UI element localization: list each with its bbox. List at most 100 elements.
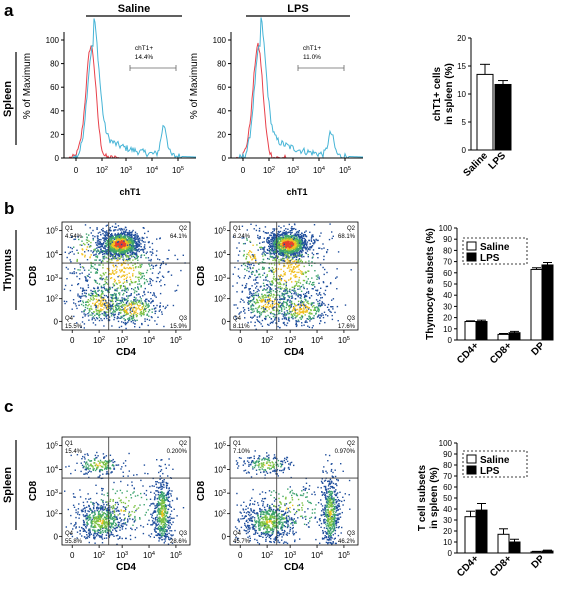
flow-dot bbox=[92, 291, 93, 292]
flow-dot bbox=[125, 251, 126, 252]
flow-dot bbox=[295, 285, 296, 286]
flow-dot bbox=[252, 304, 253, 305]
flow-dot bbox=[263, 250, 264, 251]
panel-letter-b: b bbox=[4, 199, 14, 218]
flow-dot bbox=[251, 274, 252, 275]
flow-dot bbox=[303, 274, 304, 275]
flow-dot bbox=[284, 260, 285, 261]
flow-dot bbox=[298, 314, 299, 315]
flow-dot bbox=[103, 253, 104, 254]
flow-dot bbox=[306, 243, 307, 244]
flow-dot bbox=[278, 275, 279, 276]
flow-dot bbox=[126, 302, 127, 303]
flow-dot bbox=[247, 264, 248, 265]
flow-dot bbox=[81, 463, 82, 464]
flow-dot bbox=[319, 278, 320, 279]
flow-dot bbox=[71, 285, 72, 286]
flow-dot bbox=[78, 305, 79, 306]
flow-dot bbox=[125, 254, 126, 255]
flow-dot bbox=[290, 254, 291, 255]
flow-dot bbox=[115, 280, 116, 281]
flow-dot bbox=[137, 247, 138, 248]
flow-dot bbox=[255, 258, 256, 259]
flow-dot bbox=[106, 230, 107, 231]
flow-dot bbox=[147, 270, 148, 271]
flow-dot bbox=[88, 320, 89, 321]
flow-dot bbox=[282, 244, 283, 245]
flow-dot bbox=[303, 301, 304, 302]
flow-dot bbox=[125, 319, 126, 320]
flow-dot bbox=[311, 304, 312, 305]
bar-y-tick-label: 20 bbox=[457, 34, 466, 43]
flow-dot bbox=[336, 288, 337, 289]
flow-dot bbox=[123, 305, 124, 306]
flow-dot bbox=[273, 301, 274, 302]
flow-dot bbox=[258, 290, 259, 291]
flow-dot bbox=[143, 252, 144, 253]
flow-dot bbox=[304, 295, 305, 296]
flow-dot bbox=[82, 266, 83, 267]
flow-dot bbox=[337, 306, 338, 307]
flow-dot bbox=[99, 283, 100, 284]
flow-dot bbox=[117, 257, 118, 258]
flow-dot bbox=[303, 307, 304, 308]
flow-dot bbox=[235, 304, 236, 305]
flow-dot bbox=[80, 301, 81, 302]
flow-dot bbox=[250, 224, 251, 225]
flow-dot bbox=[136, 233, 137, 234]
flow-dot bbox=[121, 316, 122, 317]
flow-dot bbox=[266, 276, 267, 277]
flow-dot bbox=[299, 317, 300, 318]
flow-dot bbox=[126, 256, 127, 257]
flow-dot bbox=[105, 466, 106, 467]
flow-dot bbox=[295, 298, 296, 299]
flow-dot bbox=[86, 239, 87, 240]
flow-dot bbox=[134, 234, 135, 235]
flow-dot bbox=[103, 307, 104, 308]
flow-dot bbox=[114, 258, 115, 259]
flow-dot bbox=[316, 279, 317, 280]
flow-dot bbox=[297, 289, 298, 290]
flow-dot bbox=[95, 242, 96, 243]
flow-dot bbox=[317, 276, 318, 277]
flow-dot bbox=[146, 304, 147, 305]
flow-dot bbox=[254, 275, 255, 276]
flow-dot bbox=[288, 296, 289, 297]
flow-dot bbox=[110, 310, 111, 311]
flow-dot bbox=[93, 322, 94, 323]
flow-dot bbox=[302, 284, 303, 285]
flow-dot bbox=[163, 306, 164, 307]
flow-dot bbox=[250, 257, 251, 258]
flow-dot bbox=[299, 247, 300, 248]
flow-dot bbox=[259, 296, 260, 297]
flow-dot bbox=[290, 306, 291, 307]
flow-dot bbox=[316, 311, 317, 312]
flow-dot bbox=[270, 323, 271, 324]
flow-dot bbox=[135, 312, 136, 313]
flow-dot bbox=[248, 254, 249, 255]
flow-dot bbox=[160, 302, 161, 303]
flow-dot bbox=[252, 254, 253, 255]
flow-dot bbox=[125, 324, 126, 325]
flow-dot bbox=[267, 237, 268, 238]
flow-dot bbox=[111, 235, 112, 236]
flow-dot bbox=[300, 261, 301, 262]
flow-dot bbox=[102, 261, 103, 262]
flow-dot bbox=[107, 261, 108, 262]
flow-dot bbox=[111, 233, 112, 234]
flow-dot bbox=[97, 245, 98, 246]
flow-dot bbox=[250, 256, 251, 257]
flow-dot bbox=[311, 295, 312, 296]
flow-dot bbox=[265, 232, 266, 233]
flow-dot bbox=[123, 318, 124, 319]
flow-dot bbox=[131, 235, 132, 236]
flow-dot bbox=[320, 297, 321, 298]
flow-dot bbox=[254, 228, 255, 229]
flow-dot bbox=[102, 303, 103, 304]
flow-dot bbox=[289, 256, 290, 257]
flow-dot bbox=[146, 308, 147, 309]
flow-dot bbox=[293, 268, 294, 269]
flow-dot bbox=[273, 290, 274, 291]
flow-dot bbox=[124, 312, 125, 313]
flow-dot bbox=[277, 294, 278, 295]
